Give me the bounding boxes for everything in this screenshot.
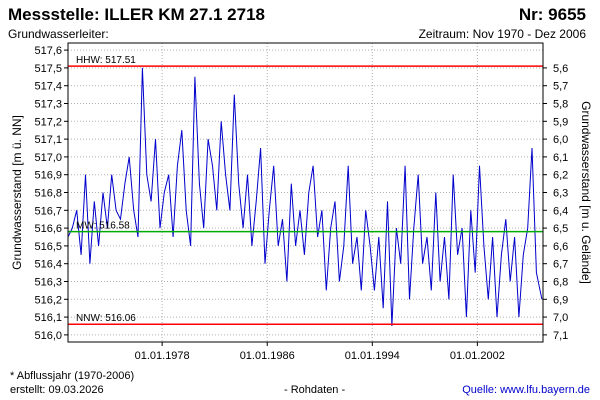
y-tick-label: 516,2 [34, 294, 62, 306]
y-right-tick-label: 6,4 [553, 205, 568, 217]
aquifer-label: Grundwasserleiter: [8, 27, 109, 41]
x-tick-label: 01.01.1978 [135, 350, 190, 362]
footnote: * Abflussjahr (1970-2006) [10, 370, 135, 382]
y-right-tick-label: 6,8 [553, 276, 568, 288]
period-label: Zeitraum: Nov 1970 - Dez 2006 [418, 27, 586, 41]
y-tick-label: 516,5 [34, 241, 62, 253]
y-right-tick-label: 5,6 [553, 63, 568, 75]
y-right-tick-label: 7,1 [553, 330, 568, 342]
y-tick-label: 517,2 [34, 116, 62, 128]
y-axis-title: Grundwasserstand [m ü. NN] [10, 115, 24, 270]
y-tick-label: 516,6 [34, 223, 62, 235]
y-right-tick-label: 6,9 [553, 294, 568, 306]
created-date: erstellt: 09.03.2026 [10, 384, 104, 396]
source-link[interactable]: Quelle: www.lfu.bayern.de [462, 384, 590, 396]
y-right-axis-title: Grundwasserstand [m u. Gelände] [579, 101, 593, 284]
y-right-tick-label: 7,0 [553, 312, 568, 324]
station-number: Nr: 9655 [518, 5, 586, 24]
y-tick-label: 516,9 [34, 170, 62, 182]
x-tick-label: 01.01.2002 [450, 350, 505, 362]
y-tick-label: 517,6 [34, 45, 62, 57]
y-right-tick-label: 6,7 [553, 259, 568, 271]
x-tick-label: 01.01.1994 [345, 350, 400, 362]
y-tick-label: 516,3 [34, 276, 62, 288]
y-right-tick-label: 5,7 [553, 81, 568, 93]
groundwater-level-series [67, 67, 543, 327]
y-tick-label: 517,0 [34, 152, 62, 164]
y-tick-label: 516,1 [34, 312, 62, 324]
y-right-tick-label: 6,2 [553, 170, 568, 182]
data-type-label: - Rohdaten - [284, 384, 346, 396]
reference-label: MW: 516.58 [76, 221, 130, 232]
y-right-tick-label: 6,1 [553, 152, 568, 164]
station-title: Messstelle: ILLER KM 27.1 2718 [8, 5, 266, 24]
y-tick-label: 516,8 [34, 188, 62, 200]
y-right-tick-label: 6,3 [553, 188, 568, 200]
y-right-tick-label: 6,5 [553, 223, 568, 235]
y-tick-label: 516,0 [34, 330, 62, 342]
y-right-tick-label: 5,9 [553, 116, 568, 128]
reference-label: HHW: 517.51 [76, 55, 136, 66]
plot-frame [67, 42, 544, 343]
y-tick-label: 517,3 [34, 99, 62, 111]
y-right-tick-label: 5,8 [553, 99, 568, 111]
x-tick-label: 01.01.1986 [240, 350, 295, 362]
y-tick-label: 517,5 [34, 63, 62, 75]
y-tick-label: 516,7 [34, 205, 62, 217]
y-tick-label: 517,1 [34, 134, 62, 146]
y-tick-label: 517,4 [34, 81, 62, 93]
y-right-tick-label: 6,6 [553, 241, 568, 253]
reference-label: NNW: 516.06 [76, 313, 136, 324]
y-tick-label: 516,4 [34, 259, 62, 271]
y-right-tick-label: 6,0 [553, 134, 568, 146]
